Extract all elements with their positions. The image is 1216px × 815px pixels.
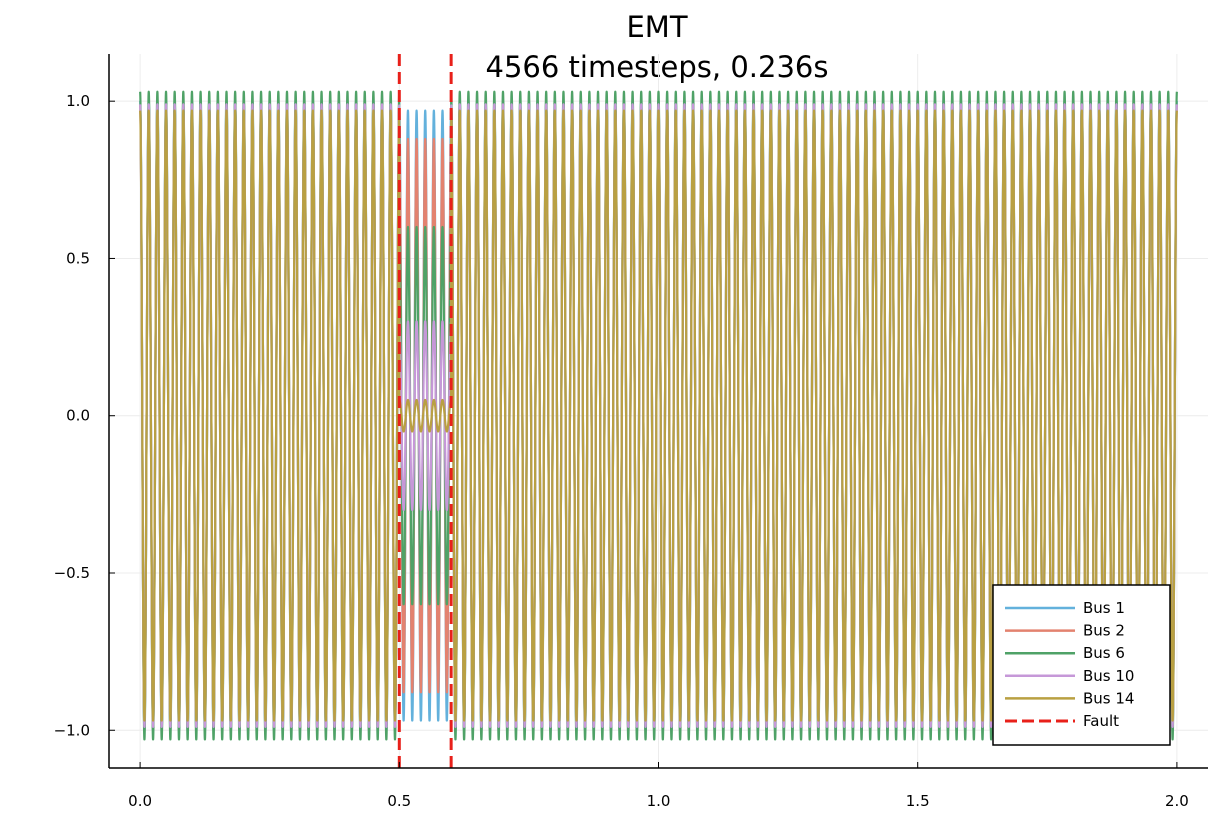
x-tick-label: 0.5: [387, 792, 411, 810]
series-line-bus-10: [139, 103, 1178, 728]
chart-subtitle: 4566 timesteps, 0.236s: [486, 50, 829, 84]
fault-markers: [397, 54, 453, 768]
legend-label: Bus 2: [1083, 622, 1125, 640]
series-line-bus-6: [139, 90, 1178, 741]
y-tick-label: −0.5: [54, 564, 90, 582]
legend-box: [992, 584, 1171, 746]
legend-label: Bus 14: [1083, 689, 1134, 707]
y-axis-ticks: −1.0 −0.5 0.0 0.5 1.0: [54, 92, 115, 739]
series-line-bus-14: [139, 109, 1178, 722]
x-tick-label: 1.0: [647, 792, 671, 810]
legend-label: Bus 10: [1083, 667, 1134, 685]
y-tick-label: 0.0: [66, 407, 90, 425]
x-tick-label: 1.5: [906, 792, 930, 810]
y-tick-label: 0.5: [66, 249, 90, 267]
chart-title: EMT: [626, 10, 687, 44]
x-tick-label: 2.0: [1165, 792, 1189, 810]
x-tick-label: 0.0: [128, 792, 152, 810]
legend-label: Bus 6: [1083, 644, 1125, 662]
legend-label: Fault: [1083, 712, 1119, 730]
x-axis-ticks: 0.0 0.5 1.0 1.5 2.0: [128, 762, 1189, 810]
y-tick-label: −1.0: [54, 721, 90, 739]
series-traces: [139, 90, 1178, 741]
legend: Bus 1 Bus 2 Bus 6 Bus 10 Bus 14 Fault: [992, 584, 1171, 746]
legend-label: Bus 1: [1083, 599, 1125, 617]
y-tick-label: 1.0: [66, 92, 90, 110]
